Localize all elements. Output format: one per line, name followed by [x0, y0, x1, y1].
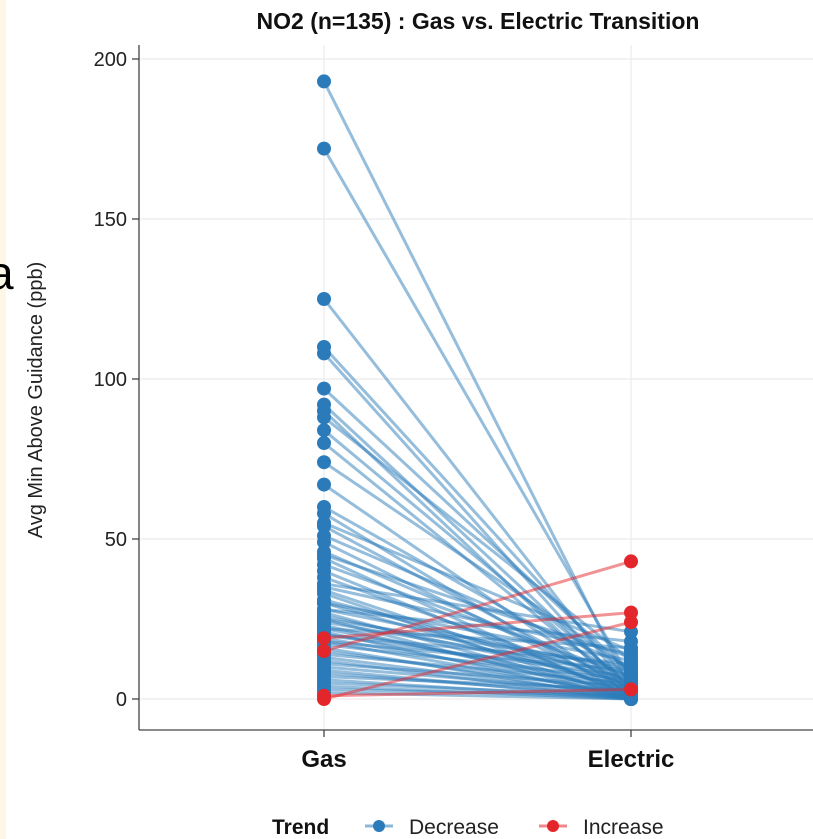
legend-item-increase: Increase [539, 816, 664, 839]
series-line-decrease [322, 351, 633, 698]
axes [138, 45, 813, 731]
point-electric-decrease [624, 634, 638, 649]
legend-label-decrease: Decrease [409, 816, 499, 839]
series-line-decrease [322, 662, 633, 688]
legend-swatch-point-decrease [373, 820, 385, 832]
cropped-glyph-small: : [0, 320, 2, 352]
series-line-decrease [322, 79, 633, 691]
series-line-decrease [322, 387, 633, 675]
point-gas-decrease [317, 292, 331, 306]
series-line-decrease [322, 671, 633, 698]
point-gas-decrease [317, 381, 331, 396]
y-axis-label: Avg Min Above Guidance (ppb) [25, 262, 47, 538]
legend-label-increase: Increase [583, 816, 664, 839]
point-electric-increase [624, 682, 638, 697]
point-electric-decrease [624, 663, 638, 678]
x-tick-label: Gas [301, 746, 346, 773]
point-electric-decrease [624, 692, 638, 706]
series-line-increase [322, 559, 633, 653]
series-lines [322, 79, 633, 701]
series-line-increase [322, 687, 633, 698]
series-line-decrease [322, 643, 633, 682]
y-tick-label: 200 [94, 49, 127, 71]
point-gas-decrease [317, 535, 331, 550]
y-ticks: 0 50 100 150 200 [94, 49, 139, 711]
y-tick-label: 100 [94, 369, 127, 391]
chart-title: NO2 (n=135) : Gas vs. Electric Transitio… [257, 8, 700, 34]
series-line-decrease [322, 521, 633, 653]
point-gas-decrease [317, 548, 331, 562]
point-gas-decrease [317, 506, 331, 521]
point-gas-decrease [317, 436, 331, 450]
point-gas-decrease [317, 74, 331, 89]
series-line-decrease [322, 652, 633, 685]
legend-title: Trend [272, 816, 329, 839]
point-electric-increase [624, 554, 638, 569]
series-line-decrease [322, 675, 633, 691]
series-line-decrease [322, 415, 633, 663]
series-line-decrease [322, 627, 633, 688]
point-gas-increase [317, 631, 331, 646]
point-gas-decrease [317, 612, 331, 626]
series-line-decrease [322, 601, 633, 663]
series-line-decrease [322, 639, 633, 672]
point-gas-decrease [317, 477, 331, 492]
point-electric-increase [624, 605, 638, 620]
series-points [317, 74, 638, 706]
point-gas-decrease [317, 455, 331, 470]
y-tick-label: 50 [105, 529, 127, 551]
series-line-decrease [322, 617, 633, 669]
series-line-increase [322, 611, 633, 640]
point-gas-increase [317, 688, 331, 703]
legend-item-decrease: Decrease [365, 816, 499, 839]
point-electric-decrease [624, 624, 638, 639]
legend-swatch-point-increase [547, 820, 559, 832]
cropped-glyph: a [0, 247, 14, 299]
series-line-increase [322, 620, 633, 701]
point-gas-decrease [317, 576, 331, 591]
point-gas-decrease [317, 516, 331, 530]
series-line-decrease [322, 585, 633, 656]
point-gas-decrease [317, 410, 331, 425]
point-gas-increase [317, 644, 331, 658]
series-line-decrease [322, 147, 633, 682]
series-line-decrease [322, 627, 633, 650]
legend: Trend Decrease Increase [272, 816, 664, 839]
y-tick-label: 150 [94, 209, 127, 231]
left-edge-strip [0, 0, 6, 839]
point-gas-decrease [317, 141, 331, 156]
series-line-decrease [322, 582, 633, 634]
x-tick-label: Electric [588, 746, 675, 773]
point-gas-decrease [317, 346, 331, 361]
y-tick-label: 0 [116, 689, 127, 711]
point-electric-decrease [624, 644, 638, 658]
point-gas-decrease [317, 596, 331, 610]
point-electric-increase [624, 615, 638, 630]
x-ticks: Gas Electric [301, 730, 674, 773]
point-gas-decrease [317, 423, 331, 438]
